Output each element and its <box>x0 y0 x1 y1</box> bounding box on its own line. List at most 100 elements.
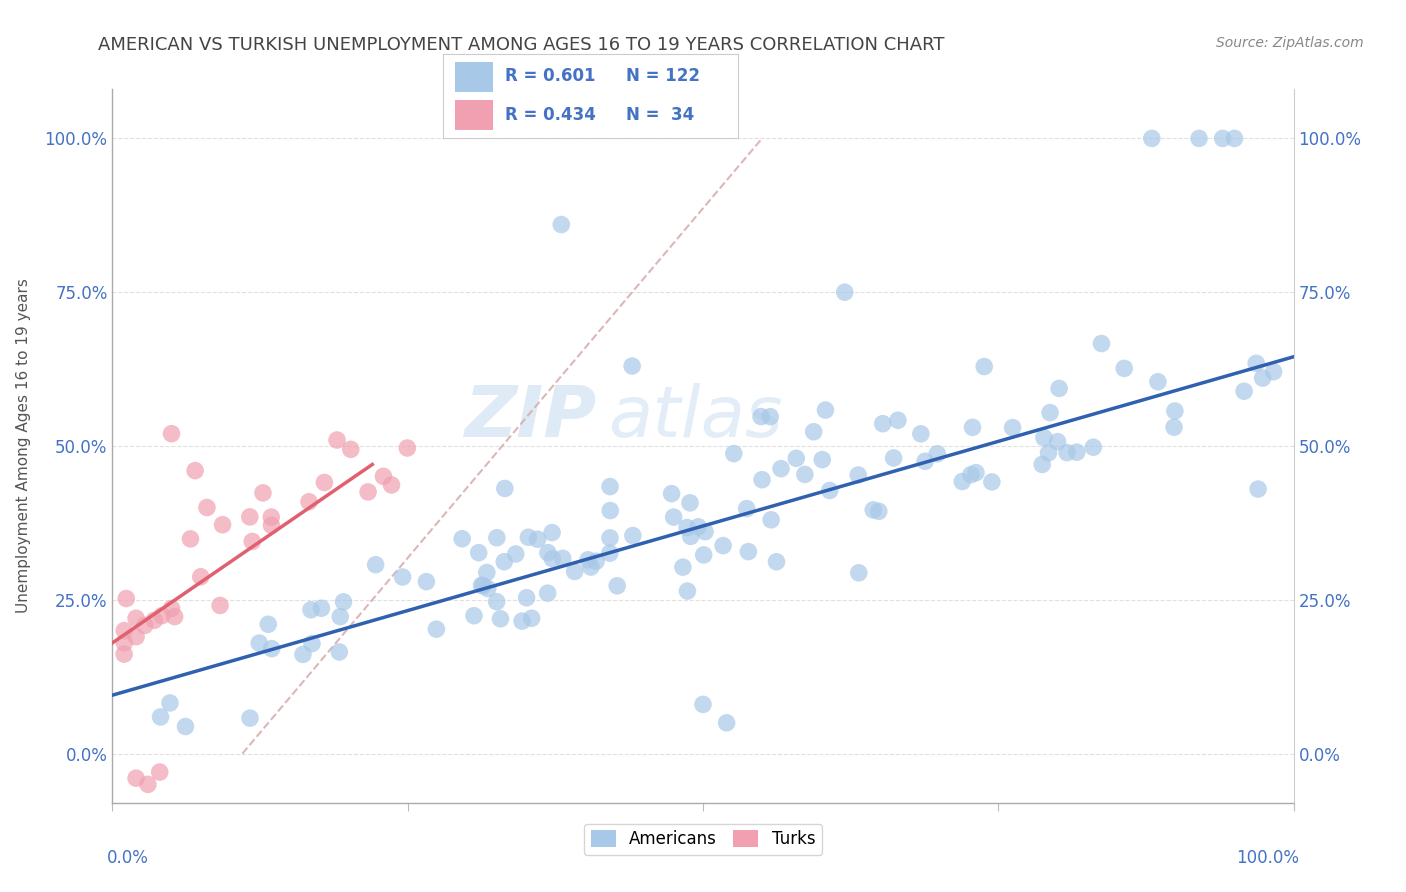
Point <box>516 591 538 605</box>
Point <box>391 570 413 584</box>
Point <box>1001 420 1024 434</box>
Point <box>301 637 323 651</box>
Point <box>585 554 607 568</box>
Point <box>814 403 837 417</box>
Point <box>1188 131 1211 145</box>
Point <box>693 524 716 539</box>
Point <box>364 558 387 572</box>
Point <box>298 494 321 508</box>
Text: ZIP: ZIP <box>464 383 596 452</box>
Point <box>329 609 352 624</box>
Point <box>1031 458 1053 472</box>
Point <box>328 645 350 659</box>
Text: AMERICAN VS TURKISH UNEMPLOYMENT AMONG AGES 16 TO 19 YEARS CORRELATION CHART: AMERICAN VS TURKISH UNEMPLOYMENT AMONG A… <box>98 36 945 54</box>
Point <box>834 285 856 300</box>
Point <box>174 719 197 733</box>
Point <box>737 544 759 558</box>
Y-axis label: Unemployment Among Ages 16 to 19 years: Unemployment Among Ages 16 to 19 years <box>15 278 31 614</box>
Point <box>759 513 782 527</box>
Point <box>163 609 186 624</box>
Point <box>134 618 156 632</box>
Point <box>239 711 262 725</box>
Point <box>785 451 807 466</box>
Point <box>160 601 183 615</box>
Point <box>1039 406 1062 420</box>
Point <box>494 482 516 496</box>
Point <box>872 417 894 431</box>
Point <box>679 496 702 510</box>
Point <box>818 483 841 498</box>
Point <box>314 475 336 490</box>
Point <box>679 529 702 543</box>
Point <box>579 560 602 574</box>
Point <box>1038 446 1060 460</box>
Point <box>621 528 644 542</box>
Point <box>112 624 135 638</box>
Point <box>380 478 402 492</box>
Point <box>260 510 283 524</box>
Point <box>291 648 314 662</box>
Point <box>195 500 218 515</box>
Point <box>550 218 572 232</box>
Point <box>475 566 498 580</box>
Point <box>621 359 644 373</box>
Point <box>803 425 825 439</box>
Point <box>735 501 758 516</box>
Point <box>339 442 361 457</box>
Point <box>599 531 621 545</box>
Point <box>467 546 489 560</box>
Point <box>1263 365 1285 379</box>
Point <box>599 480 621 494</box>
Point <box>1114 361 1136 376</box>
Text: N =  34: N = 34 <box>626 105 695 123</box>
Point <box>494 555 516 569</box>
Point <box>1212 131 1234 145</box>
Point <box>112 636 135 650</box>
Point <box>862 503 884 517</box>
Point <box>811 452 834 467</box>
Point <box>980 475 1002 489</box>
Point <box>510 614 533 628</box>
Point <box>357 484 380 499</box>
Point <box>716 715 738 730</box>
Point <box>1223 131 1246 145</box>
Point <box>1046 434 1069 449</box>
Point <box>960 467 983 482</box>
Point <box>692 698 714 712</box>
Point <box>769 461 792 475</box>
Point <box>868 504 890 518</box>
Point <box>1056 445 1078 459</box>
Point <box>599 503 621 517</box>
Point <box>606 579 628 593</box>
Point <box>1140 131 1163 145</box>
Point <box>661 486 683 500</box>
Point <box>240 534 263 549</box>
Point <box>1244 356 1267 370</box>
Point <box>1233 384 1256 399</box>
Point <box>693 548 716 562</box>
Point <box>489 612 512 626</box>
Point <box>311 601 333 615</box>
Text: R = 0.434: R = 0.434 <box>505 105 596 123</box>
Point <box>332 595 354 609</box>
Point <box>415 574 437 589</box>
Point <box>1047 381 1070 395</box>
Point <box>260 641 283 656</box>
Point <box>136 777 159 791</box>
Point <box>179 532 201 546</box>
Point <box>190 570 212 584</box>
Point <box>159 696 181 710</box>
Point <box>125 630 148 644</box>
Point <box>451 532 474 546</box>
Point <box>257 617 280 632</box>
Point <box>848 566 870 580</box>
Text: 0.0%: 0.0% <box>107 849 149 867</box>
Point <box>485 531 508 545</box>
Point <box>520 611 543 625</box>
Point <box>373 469 395 483</box>
Point <box>149 710 172 724</box>
FancyBboxPatch shape <box>454 100 494 130</box>
Point <box>537 586 560 600</box>
Point <box>125 611 148 625</box>
Point <box>143 613 166 627</box>
